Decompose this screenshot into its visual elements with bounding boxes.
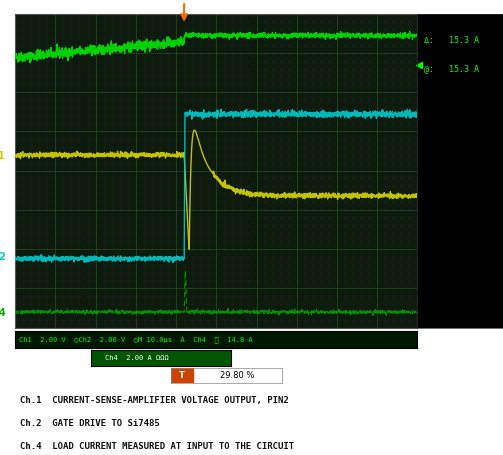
Text: 2: 2: [0, 252, 5, 262]
Text: Δ:   15.3 A: Δ: 15.3 A: [425, 35, 479, 45]
Text: @:   15.3 A: @: 15.3 A: [425, 64, 479, 73]
Text: Ch.2  GATE DRIVE TO Si7485: Ch.2 GATE DRIVE TO Si7485: [20, 419, 159, 428]
Text: Ch4  2.00 A ΩΩΩ: Ch4 2.00 A ΩΩΩ: [105, 355, 169, 361]
Text: 1: 1: [0, 151, 5, 161]
Text: Ch.4  LOAD CURRENT MEASURED AT INPUT TO THE CIRCUIT: Ch.4 LOAD CURRENT MEASURED AT INPUT TO T…: [20, 441, 294, 450]
Text: T: T: [179, 371, 185, 380]
Text: 4: 4: [0, 308, 5, 318]
Text: 29.80 %: 29.80 %: [220, 371, 255, 380]
Text: Ch1  2.00 V  ○Ch2  2.00 V  ○M 10.0μs  A  Ch4  ∯  14.8 A: Ch1 2.00 V ○Ch2 2.00 V ○M 10.0μs A Ch4 ∯…: [19, 336, 253, 343]
Bar: [171, 368, 193, 383]
Text: Ch.1  CURRENT-SENSE-AMPLIFIER VOLTAGE OUTPUT, PIN2: Ch.1 CURRENT-SENSE-AMPLIFIER VOLTAGE OUT…: [20, 396, 289, 405]
